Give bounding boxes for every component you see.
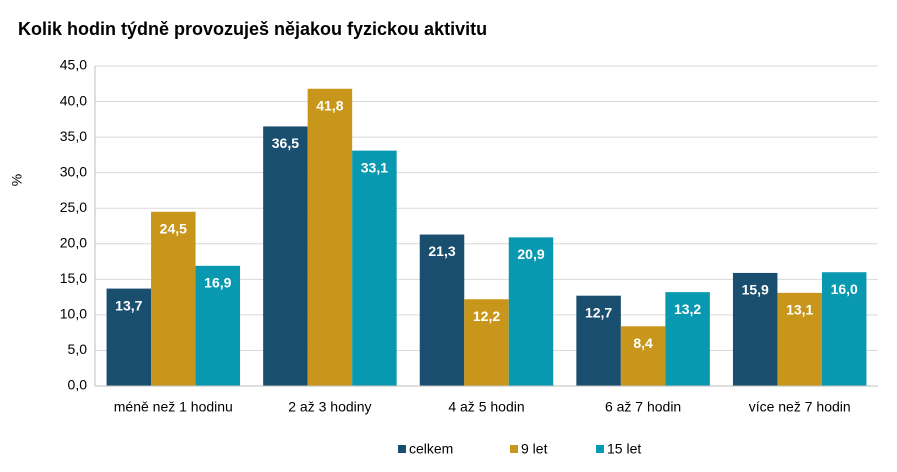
bar [307, 88, 353, 386]
y-tick-label: 10,0 [60, 306, 87, 322]
y-axis-label: % [9, 174, 25, 186]
y-tick-label: 0,0 [68, 377, 88, 393]
x-tick-label: 6 až 7 hodin [605, 399, 681, 415]
y-tick-label: 40,0 [60, 92, 87, 108]
bar [620, 326, 666, 386]
value-label: 16,0 [831, 281, 858, 297]
y-tick-label: 45,0 [60, 57, 87, 73]
x-tick-label: méně než 1 hodinu [114, 399, 233, 415]
bar [419, 234, 465, 386]
bar [195, 265, 241, 386]
legend-swatch [596, 445, 604, 453]
bar [263, 126, 308, 386]
value-label: 36,5 [272, 135, 299, 151]
bar [576, 295, 621, 386]
legend-label: 9 let [521, 441, 548, 457]
value-label: 8,4 [633, 335, 653, 351]
legend-label: 15 let [607, 441, 641, 457]
x-tick-label: 4 až 5 hodin [448, 399, 524, 415]
value-label: 24,5 [160, 220, 187, 236]
x-tick-label: 2 až 3 hodiny [288, 399, 371, 415]
value-label: 13,1 [786, 302, 813, 318]
bar [151, 211, 196, 386]
legend-swatch [398, 445, 406, 453]
bar [464, 299, 509, 386]
value-label: 41,8 [316, 97, 343, 113]
y-tick-label: 30,0 [60, 163, 87, 179]
y-tick-label: 5,0 [68, 341, 88, 357]
bar [106, 288, 152, 386]
bar [777, 292, 822, 386]
bar [821, 272, 867, 386]
value-label: 21,3 [428, 243, 455, 259]
value-label: 12,2 [473, 308, 500, 324]
bar [732, 272, 778, 386]
y-tick-label: 25,0 [60, 199, 87, 215]
y-tick-label: 20,0 [60, 234, 87, 250]
value-label: 15,9 [742, 282, 769, 298]
value-label: 12,7 [585, 304, 612, 320]
value-label: 16,9 [204, 275, 231, 291]
bar [665, 292, 710, 386]
y-tick-label: 15,0 [60, 270, 87, 286]
value-label: 13,7 [115, 297, 142, 313]
bar [352, 150, 397, 386]
chart-title: Kolik hodin týdně provozuješ nějakou fyz… [18, 19, 487, 39]
value-label: 20,9 [517, 246, 544, 262]
value-label: 33,1 [361, 159, 388, 175]
x-tick-label: více než 7 hodin [749, 399, 851, 415]
y-tick-label: 35,0 [60, 128, 87, 144]
legend-swatch [510, 445, 518, 453]
legend-label: celkem [409, 441, 453, 457]
value-label: 13,2 [674, 301, 701, 317]
bar [508, 237, 554, 386]
